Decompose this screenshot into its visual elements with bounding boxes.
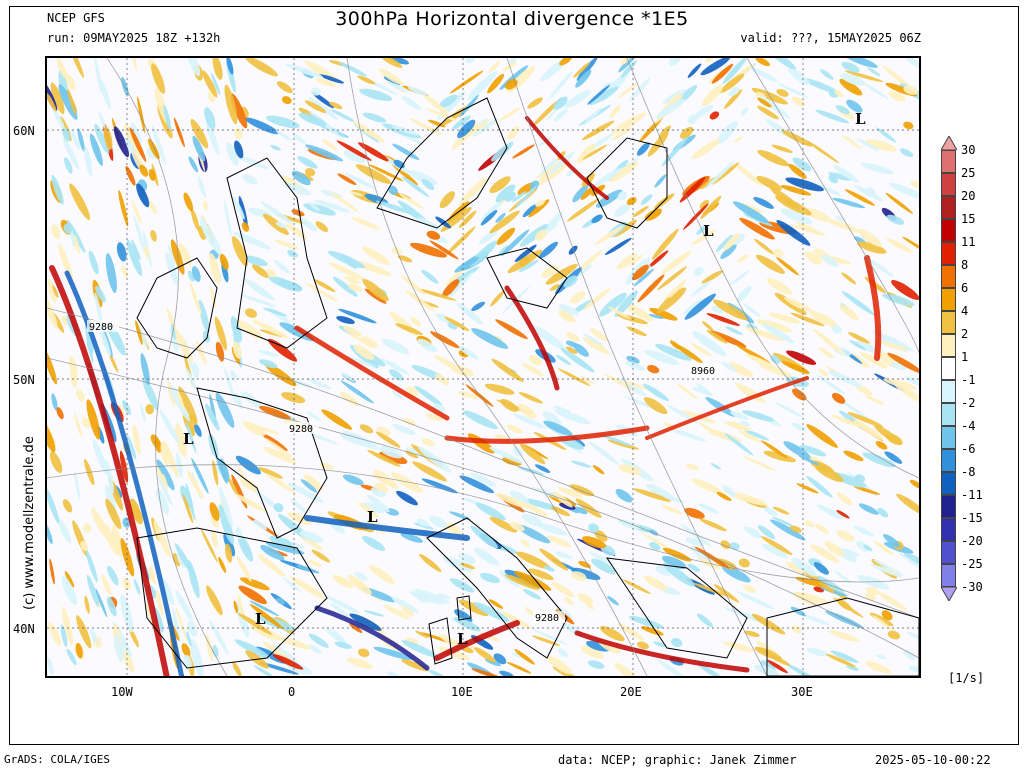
contour-label: 9280 — [535, 613, 559, 624]
grads-credit: GrADS: COLA/IGES — [4, 753, 110, 766]
contour-label-bg — [87, 320, 119, 332]
colorbar-label: 11 — [961, 235, 976, 249]
colorbar-label: 1 — [961, 350, 969, 364]
colorbar-label: 20 — [961, 189, 976, 203]
colorbar: 30 25 20 15 11 8 6 4 2 1 -1 -2 -4 -6 -8 -11 -15 -20 -25 -30 — [941, 136, 1021, 636]
colorbar-label: -4 — [961, 419, 976, 433]
colorbar-swatch — [941, 173, 956, 196]
low-pressure-marker: L — [855, 110, 866, 128]
divergence-band — [645, 376, 809, 440]
colorbar-swatch — [941, 380, 956, 403]
colorbar-swatch — [941, 196, 956, 219]
figure-frame — [9, 6, 1019, 745]
lat-lon-grid — [47, 58, 919, 676]
colorbar-label: -11 — [961, 488, 983, 502]
divergence-map: 9280 9280 8960 9280 L L L L L L — [45, 56, 921, 678]
lat-label-50n: 50N — [13, 373, 35, 387]
divergence-band — [64, 270, 185, 676]
divergence-streaks — [47, 58, 919, 676]
contour-label-bg — [287, 422, 319, 434]
colorbar-swatch — [941, 334, 956, 357]
data-credit: data: NCEP; graphic: Janek Zimmer — [558, 753, 797, 767]
divergence-band — [525, 116, 609, 200]
colorbar-swatch — [941, 265, 956, 288]
colorbar-label: 15 — [961, 212, 976, 226]
divergence-band — [314, 605, 430, 671]
colorbar-swatch — [941, 150, 956, 173]
colorbar-swatch — [941, 564, 956, 587]
colorbar-label: 8 — [961, 258, 969, 272]
colorbar-swatch — [941, 403, 956, 426]
lat-label-40n: 40N — [13, 622, 35, 636]
colorbar-label: -2 — [961, 396, 976, 410]
colorbar-swatch — [941, 311, 956, 334]
lon-label-20e: 20E — [620, 685, 642, 699]
lon-label-10w: 10W — [111, 685, 133, 699]
timestamp: 2025-05-10-00:22 — [875, 753, 991, 767]
contour-label-bg — [533, 611, 565, 623]
colorbar-swatch — [941, 219, 956, 242]
colorbar-label: 4 — [961, 304, 969, 318]
colorbar-swatch — [941, 357, 956, 380]
run-label: run: 09MAY2025 18Z +132h — [47, 31, 221, 45]
divergence-band — [864, 255, 882, 361]
divergence-band — [574, 630, 750, 673]
colorbar-swatch — [941, 242, 956, 265]
colorbar-label: 2 — [961, 327, 969, 341]
colorbar-swatch — [941, 472, 956, 495]
divergence-band — [49, 265, 170, 676]
divergence-field: 9280 9280 8960 9280 L L L L L L — [47, 58, 919, 676]
colorbar-label: -8 — [961, 465, 976, 479]
low-pressure-marker: L — [457, 630, 468, 648]
divergence-band — [434, 620, 520, 661]
low-pressure-marker: L — [367, 508, 378, 526]
colorbar-label: 25 — [961, 166, 976, 180]
divergence-band — [444, 425, 650, 444]
valid-label: valid: ???, 15MAY2025 06Z — [740, 31, 921, 45]
low-pressure-marker: L — [183, 430, 194, 448]
chart-title: 300hPa Horizontal divergence *1E5 — [335, 8, 689, 30]
contour-label-bg — [689, 364, 721, 376]
model-label: NCEP GFS — [47, 11, 105, 25]
colorbar-label: -30 — [961, 580, 983, 594]
copyright-note: (c) www.modellzentrale.de — [22, 436, 37, 610]
colorbar-swatch — [941, 495, 956, 518]
colorbar-min-arrow — [941, 587, 957, 601]
low-pressure-marker: L — [703, 222, 714, 240]
lon-label-30e: 30E — [791, 685, 813, 699]
lat-label-60n: 60N — [13, 124, 35, 138]
colorbar-label: -25 — [961, 557, 983, 571]
divergence-band — [304, 515, 470, 541]
colorbar-label: 30 — [961, 143, 976, 157]
low-pressure-marker: L — [255, 610, 266, 628]
divergence-band — [294, 325, 450, 421]
height-contours — [47, 58, 919, 676]
colorbar-label: -1 — [961, 373, 976, 387]
contour-label: 9280 — [89, 322, 113, 333]
colorbar-swatch — [941, 288, 956, 311]
colorbar-unit: [1/s] — [948, 671, 985, 685]
lon-label-0: 0 — [288, 685, 296, 699]
colorbar-label: -6 — [961, 442, 976, 456]
colorbar-label: -20 — [961, 534, 983, 548]
colorbar-swatch — [941, 426, 956, 449]
colorbar-swatch — [941, 518, 956, 541]
colorbar-max-arrow — [941, 136, 957, 150]
contour-label: 9280 — [289, 424, 313, 435]
colorbar-label: -15 — [961, 511, 983, 525]
colorbar-swatch — [941, 541, 956, 564]
contour-label: 8960 — [691, 366, 715, 377]
lon-label-10e: 10E — [451, 685, 473, 699]
colorbar-label: 6 — [961, 281, 969, 295]
coastlines — [136, 97, 919, 676]
colorbar-swatch — [941, 449, 956, 472]
